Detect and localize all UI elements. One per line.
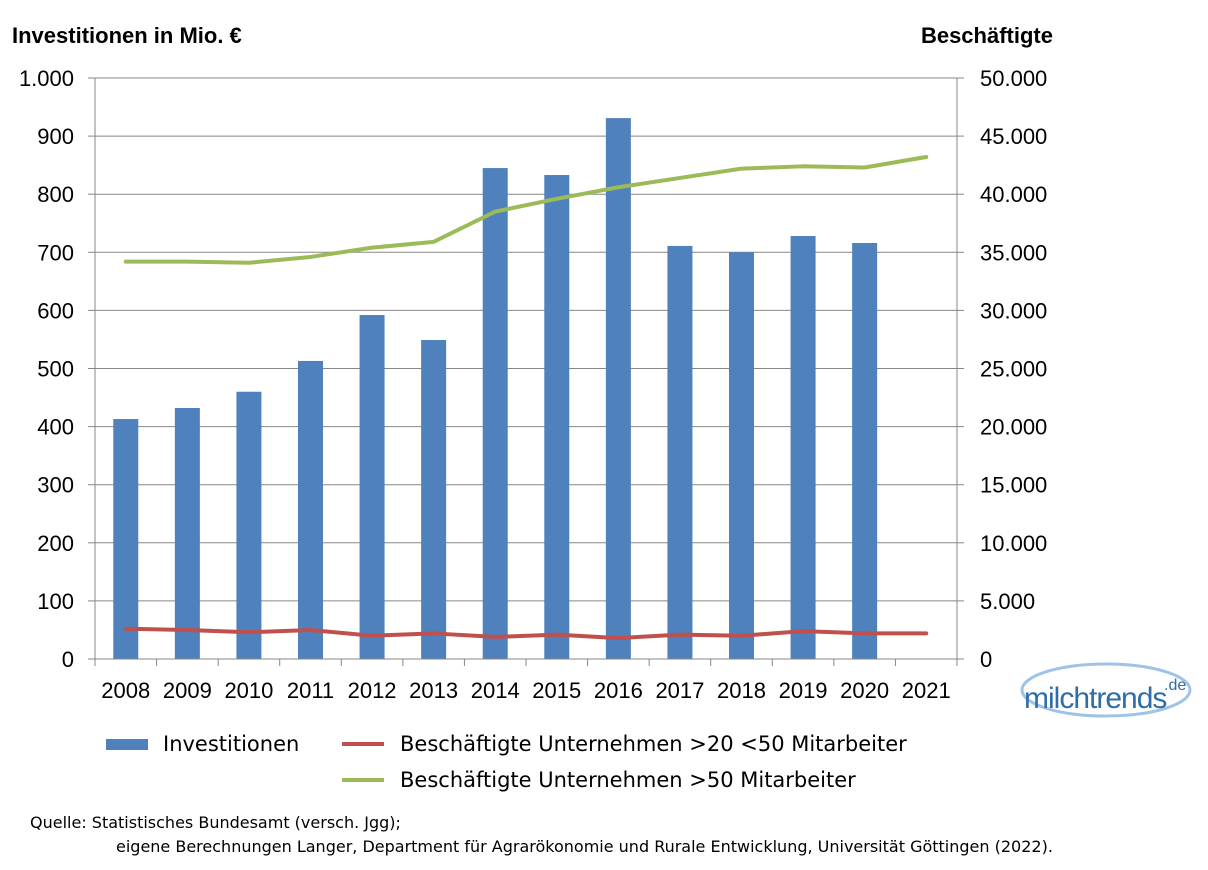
legend-label-investitionen: Investitionen xyxy=(163,732,299,756)
bar-investitionen xyxy=(852,243,877,659)
left-tick-label: 200 xyxy=(37,531,74,556)
x-tick-label: 2010 xyxy=(224,678,273,703)
left-tick-label: 0 xyxy=(62,647,74,672)
source-line-2: eigene Berechnungen Langer, Department f… xyxy=(30,835,1053,859)
legend: Investitionen Beschäftigte Unternehmen >2… xyxy=(106,732,907,792)
source-note: Quelle: Statistisches Bundesamt (versch.… xyxy=(30,811,1053,859)
x-tick-label: 2017 xyxy=(655,678,704,703)
bar-investitionen xyxy=(236,392,261,659)
bar-investitionen xyxy=(421,340,446,659)
logo-suffix: .de xyxy=(1164,677,1186,694)
left-axis-ticks: 0 100 200 300 400 500 600 700 800 900 1.000 xyxy=(19,66,74,672)
bar-investitionen xyxy=(667,246,692,659)
right-tick-label: 20.000 xyxy=(980,415,1047,440)
right-tick-label: 10.000 xyxy=(980,531,1047,556)
x-tick-label: 2018 xyxy=(717,678,766,703)
left-tick-label: 400 xyxy=(37,415,74,440)
x-tick-label: 2011 xyxy=(287,678,334,703)
x-axis-ticks: 2008 2009 2010 2011 2012 2013 2014 2015 2016 2017… xyxy=(101,678,950,703)
right-axis-title: Beschäftigte xyxy=(921,23,1053,48)
source-line-1: Quelle: Statistisches Bundesamt (versch.… xyxy=(30,811,1053,835)
x-tick-label: 2020 xyxy=(840,678,889,703)
right-tick-label: 30.000 xyxy=(980,298,1047,323)
right-tick-label: 50.000 xyxy=(980,66,1047,91)
right-tick-label: 0 xyxy=(980,647,992,672)
right-tick-label: 25.000 xyxy=(980,357,1047,382)
x-tick-label: 2014 xyxy=(471,678,520,703)
bar-investitionen xyxy=(483,168,508,659)
milchtrends-logo: milchtrends .de xyxy=(1014,660,1194,730)
bar-investitionen xyxy=(175,408,200,659)
x-tick-label: 2009 xyxy=(163,678,212,703)
left-tick-label: 600 xyxy=(37,298,74,323)
left-tick-label: 1.000 xyxy=(19,66,74,91)
x-tick-label: 2013 xyxy=(409,678,458,703)
legend-label-20-50: Beschäftigte Unternehmen >20 <50 Mitarbe… xyxy=(400,732,907,756)
bar-investitionen xyxy=(113,419,138,659)
logo-text: milchtrends xyxy=(1024,682,1166,715)
bar-series xyxy=(113,118,877,659)
bar-investitionen xyxy=(729,252,754,659)
left-tick-label: 900 xyxy=(37,124,74,149)
bar-investitionen xyxy=(298,361,323,659)
bar-investitionen xyxy=(791,236,816,659)
right-tick-label: 45.000 xyxy=(980,124,1047,149)
left-tick-label: 700 xyxy=(37,240,74,265)
x-tick-label: 2019 xyxy=(779,678,828,703)
legend-label-50: Beschäftigte Unternehmen >50 Mitarbeiter xyxy=(400,768,856,792)
left-tick-label: 800 xyxy=(37,182,74,207)
left-tick-label: 500 xyxy=(37,357,74,382)
legend-swatch-investitionen xyxy=(106,739,148,750)
bar-investitionen xyxy=(544,175,569,659)
left-tick-label: 300 xyxy=(37,473,74,498)
right-axis-ticks: 0 5.000 10.000 15.000 20.000 25.000 30.000 35.0… xyxy=(980,66,1047,672)
bar-investitionen xyxy=(360,315,385,659)
right-tick-label: 35.000 xyxy=(980,240,1047,265)
right-tick-label: 5.000 xyxy=(980,589,1035,614)
x-tick-label: 2008 xyxy=(101,678,150,703)
right-tick-label: 15.000 xyxy=(980,473,1047,498)
x-tick-label: 2012 xyxy=(348,678,397,703)
left-tick-label: 100 xyxy=(37,589,74,614)
gridlines xyxy=(95,78,957,601)
x-tick-label: 2016 xyxy=(594,678,643,703)
bar-investitionen xyxy=(606,118,631,659)
right-tick-label: 40.000 xyxy=(980,182,1047,207)
x-tick-label: 2021 xyxy=(902,678,951,703)
x-tick-label: 2015 xyxy=(532,678,581,703)
left-axis-title: Investitionen in Mio. € xyxy=(12,23,242,48)
